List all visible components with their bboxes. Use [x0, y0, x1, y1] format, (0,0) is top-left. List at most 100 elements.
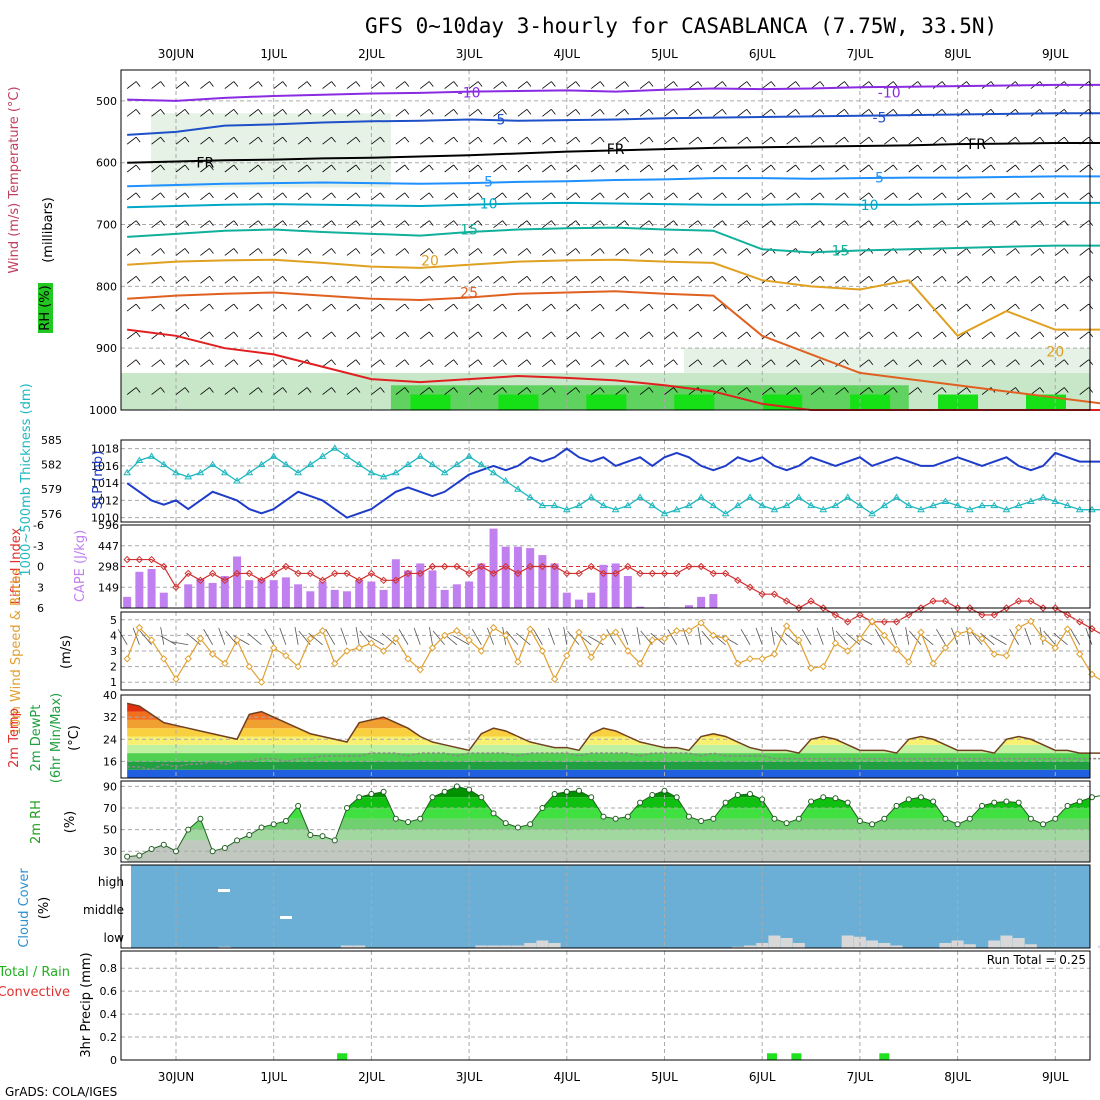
wind-barb	[590, 248, 601, 256]
rh-marker	[453, 783, 460, 790]
thickness-marker	[758, 501, 767, 509]
wind-barb	[688, 192, 699, 201]
isotherm-label: -5	[491, 112, 505, 128]
wind-barb-flag	[355, 220, 361, 226]
wind-barb-10m	[621, 627, 629, 645]
wind-barb	[639, 359, 650, 368]
wind-barb	[200, 109, 210, 117]
wind-barb-flag	[844, 136, 849, 143]
wind-barb-flag	[917, 387, 923, 393]
slp-tick: 1010	[91, 512, 119, 525]
rh-marker	[710, 815, 717, 822]
wind-barb	[126, 220, 137, 228]
wind-barb	[395, 192, 406, 201]
thickness-marker	[1002, 505, 1011, 513]
low-cloud-bar	[353, 945, 366, 948]
wind-barb	[444, 303, 454, 312]
thickness-marker	[404, 460, 412, 468]
pressure-tick: 600	[96, 157, 117, 170]
thickness-marker	[135, 456, 144, 463]
wind-barb	[297, 109, 308, 117]
wind-barb-flag	[795, 359, 800, 365]
wind-barb-flag	[722, 387, 727, 393]
thickness-marker	[501, 477, 510, 484]
wind-barb	[761, 164, 772, 173]
wind-barb-flag	[502, 220, 507, 226]
wind-barb-flag	[648, 192, 654, 199]
low-cloud-bar	[1024, 944, 1037, 948]
wind-barb-flag	[404, 248, 410, 254]
wind-barb-flag	[1063, 303, 1069, 310]
wind-speed-marker	[611, 628, 620, 636]
wind-barb	[273, 359, 283, 368]
wind-barb	[151, 248, 161, 256]
low-cloud-bar	[878, 943, 891, 948]
wind-barb	[908, 303, 918, 312]
wind-barb-10m	[432, 630, 445, 646]
wind-barb-flag	[135, 136, 141, 143]
rh-marker	[771, 815, 778, 822]
thickness-marker	[465, 452, 473, 459]
rh-marker	[844, 799, 851, 806]
wind-barb	[1079, 164, 1089, 173]
wind-barb	[444, 248, 454, 256]
wind-barb	[175, 192, 186, 201]
wind-barb-flag	[135, 331, 141, 338]
wind-barb	[297, 275, 308, 284]
thickness-marker	[892, 493, 901, 500]
wind-barb-flag	[331, 192, 336, 199]
wind-speed-marker	[807, 664, 815, 672]
thickness-marker	[746, 493, 754, 500]
wind-barb-flag	[355, 248, 361, 254]
wind-barb-10m	[117, 628, 128, 645]
wind-barb	[884, 136, 894, 145]
li-marker	[355, 576, 363, 585]
wind-barb	[737, 359, 748, 368]
rh-marker	[893, 802, 900, 809]
wind-barb-10m	[247, 632, 262, 646]
wind-barb	[566, 164, 577, 173]
cape-bar	[623, 575, 632, 608]
wind-barb	[761, 81, 772, 89]
wind-barb-10m	[355, 626, 360, 645]
date-label-bottom: 8JUL	[944, 1070, 971, 1084]
wind-barb-flag	[453, 136, 458, 143]
wind-barb-flag	[526, 164, 532, 171]
li-marker	[966, 604, 974, 612]
isotherm-label: 5	[484, 174, 493, 190]
wind-barb-flag	[990, 192, 996, 199]
wind-barb-flag	[1063, 220, 1069, 226]
wind-speed-marker	[795, 636, 803, 644]
li-marker	[880, 618, 889, 626]
wind-barb	[175, 359, 186, 368]
wind-barb-flag	[380, 276, 385, 282]
wind-barb	[908, 387, 918, 395]
wind-barb-flag	[1088, 331, 1094, 338]
wind-speed-marker	[196, 634, 205, 643]
thickness-marker	[147, 452, 156, 459]
wind-speed-marker	[453, 627, 461, 635]
low-cloud-bar	[768, 935, 781, 948]
wind-barb-flag	[282, 220, 288, 226]
wind-barb	[713, 303, 723, 312]
wind-barb-flag	[770, 164, 776, 171]
rh-marker	[795, 815, 802, 822]
wind-barb-10m	[1085, 627, 1093, 645]
wind-barb	[224, 136, 235, 145]
wind-barb-flag	[648, 387, 654, 393]
cape-bar	[318, 581, 327, 608]
wind-barb-flag	[746, 276, 752, 282]
wind-barb-flag	[893, 136, 898, 143]
wind-barb-flag	[795, 164, 800, 171]
thickness-marker	[343, 452, 351, 459]
li-marker	[1063, 611, 1072, 619]
wind-barb	[835, 275, 845, 284]
wind-barb	[371, 220, 381, 228]
thickness-marker	[929, 501, 938, 509]
rh-shade-upper	[151, 113, 391, 188]
wind-barb	[664, 136, 674, 145]
wind-barb-flag	[502, 303, 507, 310]
wind-barb-flag	[1063, 276, 1069, 282]
wind-barb-flag	[380, 331, 385, 338]
wind-barb	[273, 303, 283, 312]
